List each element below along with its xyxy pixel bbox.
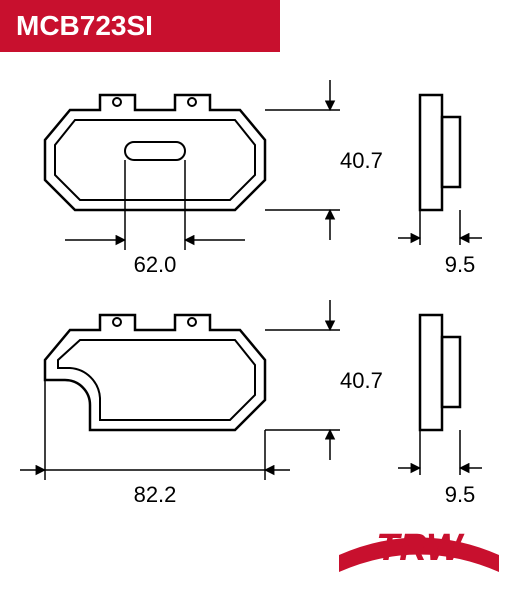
dim-top-height: 40.7 xyxy=(265,80,383,240)
dim-top-height-label: 40.7 xyxy=(340,148,383,173)
brand-logo: TRW xyxy=(334,500,504,590)
dim-bottom-height-label: 40.7 xyxy=(340,368,383,393)
dim-bottom-width: 82.2 xyxy=(20,380,290,507)
dim-top-thick-label: 9.5 xyxy=(445,252,476,277)
pad-top-front xyxy=(45,95,265,210)
pad-top-side xyxy=(420,95,460,210)
brand-text: TRW xyxy=(376,527,465,569)
dim-bottom-height: 40.7 xyxy=(265,300,383,460)
dim-top-slot-label: 62.0 xyxy=(134,252,177,277)
pad-bottom-side xyxy=(420,315,460,430)
dim-top-thick: 9.5 xyxy=(398,210,482,277)
dim-bottom-thick: 9.5 xyxy=(398,430,482,507)
dim-top-slot: 62.0 xyxy=(65,160,245,277)
dim-bottom-width-label: 82.2 xyxy=(134,482,177,507)
pad-bottom-front xyxy=(45,315,265,430)
